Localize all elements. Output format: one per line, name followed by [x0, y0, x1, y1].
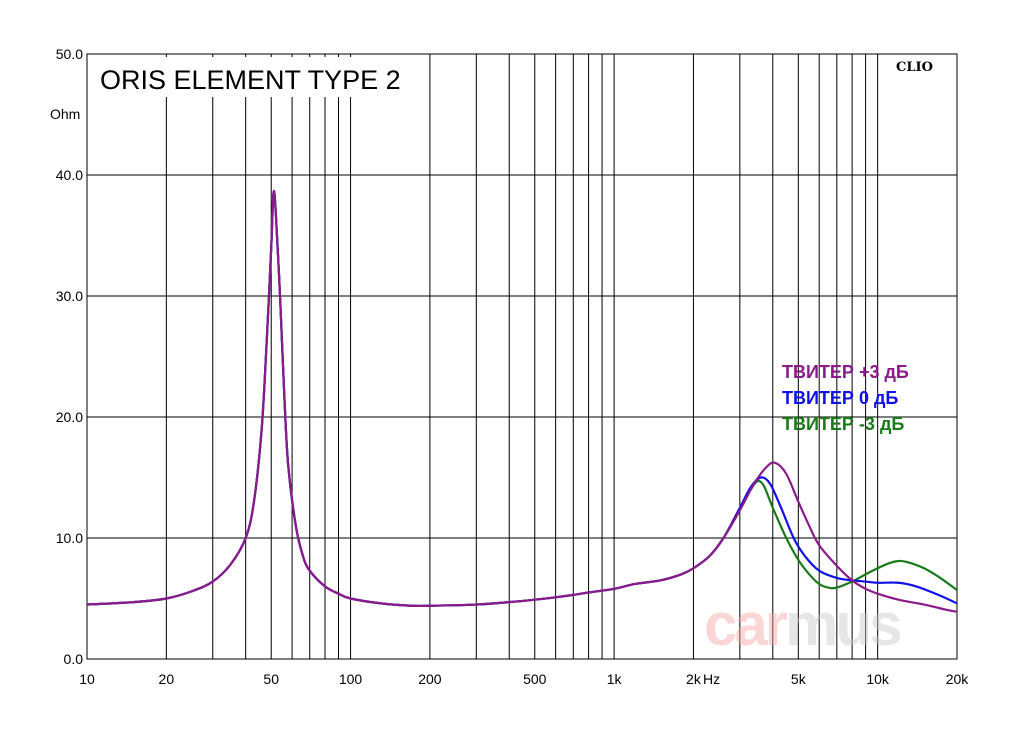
- y-tick-label: 50.0: [56, 46, 83, 62]
- plot-frame: [86, 53, 958, 660]
- watermark-part1: car: [704, 591, 788, 658]
- legend-item-minus3: ТВИТЕР -3 дБ: [782, 414, 904, 434]
- x-axis-label: Hz: [703, 671, 720, 687]
- x-tick-label: 200: [418, 671, 442, 687]
- y-tick-label: 30.0: [56, 288, 83, 304]
- y-tick-label: 10.0: [56, 530, 83, 546]
- x-tick-label: 20k: [946, 671, 970, 687]
- x-tick-label: 5k: [791, 671, 807, 687]
- svg-text:carmus: carmus: [704, 591, 900, 658]
- watermark-part2: mus: [785, 591, 900, 658]
- x-tick-label: 20: [159, 671, 175, 687]
- y-axis-ticks: 0.0 10.0 20.0 30.0 40.0 50.0: [56, 46, 83, 667]
- title-box: [93, 57, 425, 97]
- x-tick-label: 1k: [607, 671, 623, 687]
- y-axis-label: Ohm: [50, 106, 80, 122]
- x-tick-label: 50: [263, 671, 279, 687]
- x-tick-label: 2k: [686, 671, 702, 687]
- series-line-2: [86, 189, 958, 613]
- series-lines: [86, 189, 958, 613]
- x-tick-label: 500: [523, 671, 547, 687]
- brand-label: CLIO: [896, 60, 933, 75]
- legend: ТВИТЕР +3 дБ ТВИТЕР 0 дБ ТВИТЕР -3 дБ: [782, 362, 909, 434]
- x-tick-label: 10k: [866, 671, 890, 687]
- watermark: carmus: [704, 591, 903, 658]
- x-tick-label: 100: [339, 671, 363, 687]
- chart-title: ORIS ELEMENT TYPE 2: [100, 65, 401, 95]
- y-tick-label: 0.0: [64, 651, 84, 667]
- y-tick-label: 40.0: [56, 167, 83, 183]
- legend-item-plus3: ТВИТЕР +3 дБ: [782, 362, 909, 382]
- legend-item-0: ТВИТЕР 0 дБ: [782, 388, 898, 408]
- x-axis-ticks: 10 20 50 100 200 500 1k 2k 5k 10k 20k: [79, 671, 969, 687]
- y-tick-label: 20.0: [56, 409, 83, 425]
- x-tick-label: 10: [79, 671, 95, 687]
